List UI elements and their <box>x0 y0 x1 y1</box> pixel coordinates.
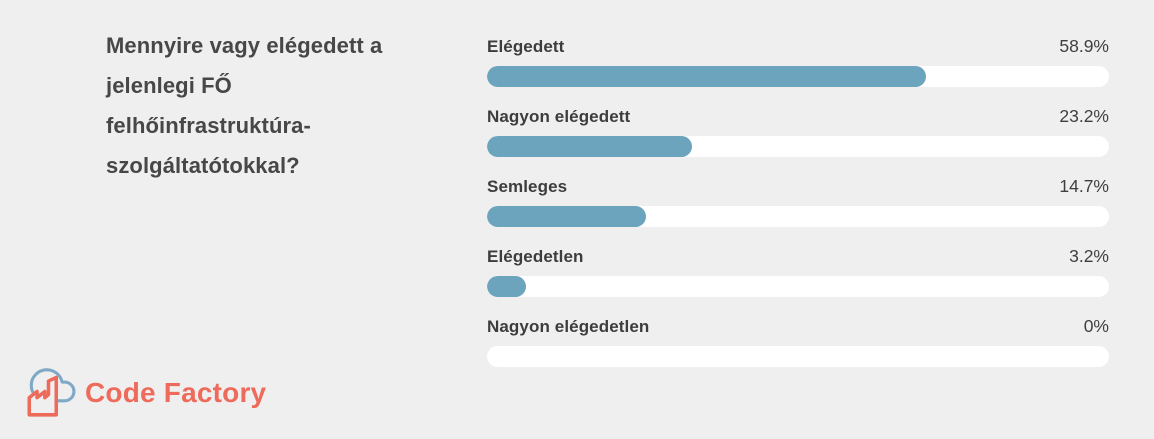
bar-row: Elégedett 58.9% <box>487 36 1109 87</box>
brand-name: Code Factory <box>85 377 267 408</box>
bar-row-header: Nagyon elégedetlen 0% <box>487 316 1109 338</box>
poll-question-line: jelenlegi FŐ <box>106 73 232 98</box>
bar-value-label: 23.2% <box>1059 106 1109 126</box>
bar-track <box>487 346 1109 367</box>
bar-track <box>487 206 1109 227</box>
bar-value-label: 0% <box>1083 316 1109 336</box>
bar-fill <box>487 206 647 227</box>
bar-category-label: Nagyon elégedett <box>487 107 631 126</box>
poll-question-line: felhőinfrastruktúra- <box>106 113 311 138</box>
bar-value-label: 3.2% <box>1069 246 1109 266</box>
poll-question: Mennyire vagy elégedett a jelenlegi FŐ f… <box>106 26 436 186</box>
bar-category-label: Nagyon elégedetlen <box>487 317 650 336</box>
bar-row: Nagyon elégedetlen 0% <box>487 316 1109 367</box>
bar-value-label: 58.9% <box>1059 36 1109 56</box>
cloud-factory-icon <box>27 368 76 417</box>
bar-fill <box>487 66 927 87</box>
bar-track <box>487 136 1109 157</box>
bar-row-header: Nagyon elégedett 23.2% <box>487 106 1109 128</box>
bar-category-label: Elégedetlen <box>487 247 584 266</box>
bar-track <box>487 66 1109 87</box>
bar-fill <box>487 276 527 297</box>
bar-category-label: Semleges <box>487 177 568 196</box>
bar-value-label: 14.7% <box>1059 176 1109 196</box>
bar-category-label: Elégedett <box>487 37 565 56</box>
brand-logo: Code Factory <box>22 367 266 419</box>
bar-row-header: Semleges 14.7% <box>487 176 1109 198</box>
bar-row: Nagyon elégedett 23.2% <box>487 106 1109 157</box>
bar-row-header: Elégedett 58.9% <box>487 36 1109 58</box>
bar-track <box>487 276 1109 297</box>
poll-question-line: Mennyire vagy elégedett a <box>106 33 383 58</box>
bar-row: Elégedetlen 3.2% <box>487 246 1109 297</box>
poll-question-line: szolgáltatótokkal? <box>106 153 300 178</box>
bar-row: Semleges 14.7% <box>487 176 1109 227</box>
bar-fill <box>487 136 693 157</box>
poll-bar-chart: Elégedett 58.9% Nagyon elégedett 23.2% Semle… <box>487 36 1109 367</box>
bar-row-header: Elégedetlen 3.2% <box>487 246 1109 268</box>
